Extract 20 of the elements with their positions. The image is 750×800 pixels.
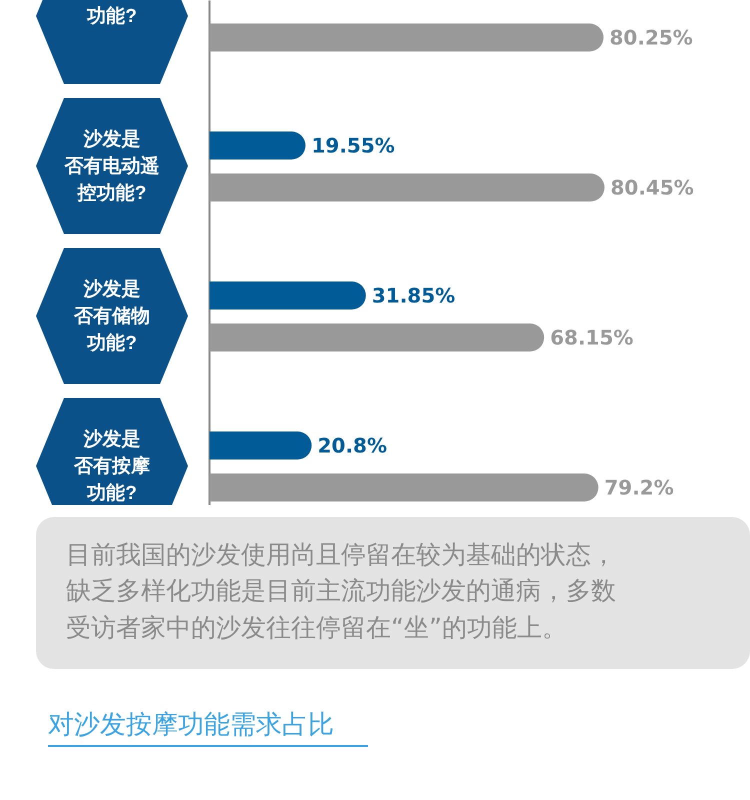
- text: 对沙发按摩功能需求占比: [48, 709, 334, 742]
- bar: [210, 282, 366, 310]
- bar: [210, 474, 598, 502]
- bar: [210, 24, 604, 52]
- data-label: 80.45%: [610, 176, 694, 200]
- data-label: 19.55%: [311, 134, 395, 158]
- data-label: 31.85%: [372, 284, 456, 308]
- data-label: 79.2%: [604, 476, 674, 500]
- bar: [210, 174, 604, 202]
- y-tick-label: 功能?: [86, 4, 137, 26]
- y-tick-label: 沙发是否有按摩功能?: [73, 428, 150, 504]
- bar: [210, 432, 312, 460]
- data-label: 80.25%: [610, 26, 693, 50]
- y-tick-label: 沙发是否有储物功能?: [73, 278, 150, 354]
- bar: [210, 132, 306, 160]
- data-label: 68.15%: [550, 326, 634, 350]
- data-label: 20.8%: [318, 434, 388, 458]
- bar: [210, 324, 544, 352]
- text-box: 目前我国的沙发使用尚且停留在较为基础的状态，缺乏多样化功能是目前主流功能沙发的通病，多数受访者家中的沙发往往停留在“坐”的功能上。: [36, 517, 750, 669]
- y-tick-label: 沙发是否有电动遥控功能?: [64, 128, 160, 204]
